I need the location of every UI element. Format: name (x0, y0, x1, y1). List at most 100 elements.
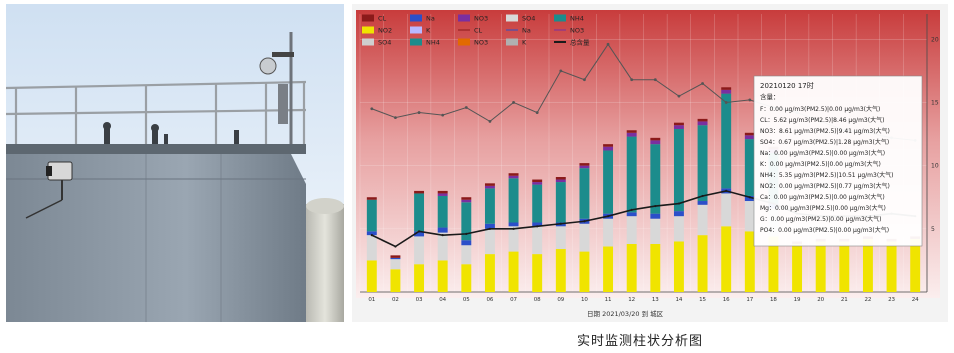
bar-segment-na[interactable] (437, 227, 448, 233)
bar-segment-so4[interactable] (673, 216, 684, 242)
bar-segment-na[interactable] (366, 231, 377, 236)
legend-item[interactable]: Na (506, 27, 531, 35)
bar-segment-no2[interactable] (744, 231, 755, 292)
bar-segment-no3[interactable] (579, 165, 590, 169)
bar-segment-nh4[interactable] (555, 182, 566, 223)
bar-segment-no2[interactable] (768, 236, 779, 292)
bar-segment-no2[interactable] (484, 254, 495, 292)
bar-segment-nh4[interactable] (650, 144, 661, 214)
bar-segment-no2[interactable] (910, 238, 921, 292)
bar-segment-na[interactable] (744, 195, 755, 202)
chart-legend[interactable]: CL Na NO3 SO4 NH4 NO2 K CL Na NO3 SO4 NH4 NO3 K 总含量 (362, 14, 590, 47)
bar-segment-no2[interactable] (815, 241, 826, 292)
bar-segment-nh4[interactable] (437, 195, 448, 228)
bar-segment-nh4[interactable] (744, 139, 755, 196)
bar-segment-na[interactable] (532, 222, 543, 227)
legend-item[interactable]: NH4 (410, 38, 440, 47)
bar-segment-no2[interactable] (721, 226, 732, 292)
bar-segment-so4[interactable] (626, 216, 637, 244)
bar-segment-no2[interactable] (862, 238, 873, 292)
bar-segment-so4[interactable] (461, 245, 472, 265)
bar-segment-na[interactable] (673, 211, 684, 217)
bar-segment-nh4[interactable] (579, 168, 590, 219)
bar-segment-no2[interactable] (414, 264, 425, 292)
bar-segment-nh4[interactable] (697, 125, 708, 202)
bar-segment-no3[interactable] (437, 193, 448, 196)
legend-item[interactable]: CL (362, 14, 387, 23)
legend-item[interactable]: NO3 (458, 38, 488, 47)
bar-segment-cl[interactable] (721, 87, 732, 90)
legend-item[interactable]: 总含量 (554, 38, 590, 47)
bar-segment-no2[interactable] (508, 251, 519, 292)
bar-segment-nh4[interactable] (366, 199, 377, 232)
bar-segment-cl[interactable] (650, 137, 661, 141)
bar-segment-no2[interactable] (697, 235, 708, 292)
bar-segment-so4[interactable] (579, 223, 590, 252)
legend-item[interactable]: K (506, 38, 527, 47)
legend-item[interactable]: SO4 (362, 38, 391, 47)
bar-segment-nh4[interactable] (603, 150, 614, 214)
bar-segment-cl[interactable] (484, 183, 495, 186)
legend-item[interactable]: K (410, 26, 431, 35)
bar-segment-no3[interactable] (721, 89, 732, 94)
bar-segment-no2[interactable] (626, 243, 637, 292)
bar-segment-cl[interactable] (697, 118, 708, 122)
bar-segment-cl[interactable] (414, 190, 425, 194)
bar-segment-no2[interactable] (532, 254, 543, 292)
bar-segment-no2[interactable] (792, 243, 803, 292)
bar-segment-nh4[interactable] (461, 202, 472, 241)
bar-segment-no2[interactable] (886, 241, 897, 292)
bar-segment-cl[interactable] (744, 132, 755, 136)
bar-segment-no2[interactable] (839, 241, 850, 292)
bar-segment-no2[interactable] (603, 246, 614, 292)
bar-segment-so4[interactable] (508, 226, 519, 252)
bar-segment-so4[interactable] (390, 259, 401, 270)
bar-segment-cl[interactable] (579, 163, 590, 166)
bar-segment-cl[interactable] (555, 177, 566, 180)
bar-segment-cl[interactable] (437, 190, 448, 194)
bar-segment-no3[interactable] (532, 182, 543, 185)
bar-segment-so4[interactable] (650, 218, 661, 244)
bar-segment-nh4[interactable] (626, 136, 637, 213)
bar-segment-no3[interactable] (555, 179, 566, 183)
bar-segment-na[interactable] (626, 212, 637, 217)
bar-segment-no2[interactable] (673, 241, 684, 292)
bar-segment-nh4[interactable] (532, 184, 543, 223)
bar-segment-no3[interactable] (697, 121, 708, 126)
bar-segment-so4[interactable] (603, 218, 614, 247)
bar-segment-no2[interactable] (366, 260, 377, 292)
bar-segment-nh4[interactable] (721, 93, 732, 189)
legend-item[interactable]: NO3 (554, 27, 584, 35)
bar-segment-cl[interactable] (673, 122, 684, 126)
bar-segment-no3[interactable] (484, 185, 495, 189)
bar-segment-so4[interactable] (437, 232, 448, 261)
bar-segment-na[interactable] (650, 213, 661, 219)
bar-segment-cl[interactable] (390, 255, 401, 258)
legend-item[interactable]: SO4 (506, 14, 535, 23)
bar-segment-nh4[interactable] (414, 193, 425, 232)
bar-segment-no3[interactable] (603, 146, 614, 151)
bar-segment-na[interactable] (508, 222, 519, 227)
bar-segment-no3[interactable] (461, 199, 472, 203)
bar-segment-na[interactable] (414, 231, 425, 237)
bar-segment-na[interactable] (484, 223, 495, 229)
legend-item[interactable]: NO3 (458, 14, 488, 23)
legend-item[interactable]: Na (410, 14, 435, 23)
bar-segment-nh4[interactable] (508, 178, 519, 223)
bar-segment-so4[interactable] (532, 226, 543, 255)
bar-segment-no2[interactable] (579, 251, 590, 292)
bar-segment-so4[interactable] (366, 235, 377, 261)
bar-segment-cl[interactable] (532, 179, 543, 183)
bar-segment-no2[interactable] (650, 243, 661, 292)
legend-item[interactable]: CL (458, 27, 483, 35)
bar-segment-no3[interactable] (650, 140, 661, 145)
bar-segment-na[interactable] (461, 240, 472, 246)
bar-segment-so4[interactable] (555, 226, 566, 250)
bar-segment-cl[interactable] (626, 130, 637, 133)
bar-segment-no2[interactable] (555, 249, 566, 292)
bar-segment-na[interactable] (390, 257, 401, 260)
bar-segment-nh4[interactable] (484, 188, 495, 224)
bar-segment-cl[interactable] (603, 144, 614, 147)
bar-segment-no2[interactable] (390, 269, 401, 292)
bar-segment-so4[interactable] (744, 201, 755, 232)
